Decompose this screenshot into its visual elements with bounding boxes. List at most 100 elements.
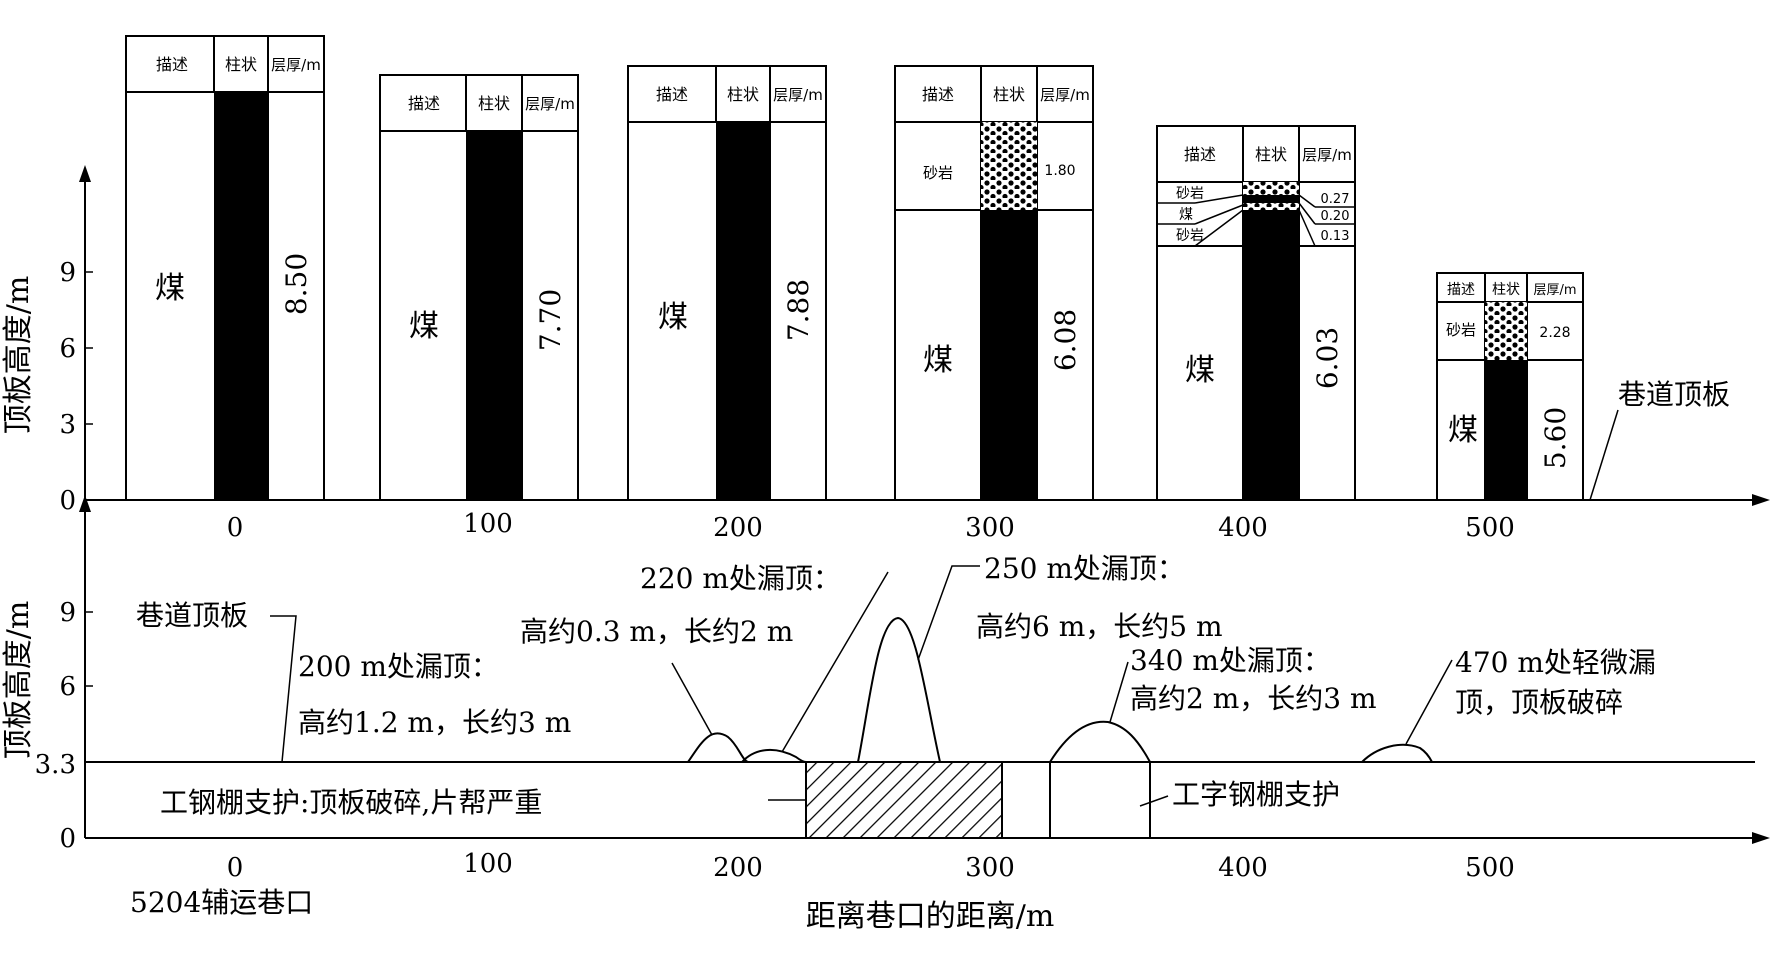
header-desc: 描述 xyxy=(922,85,954,104)
support-right-label: 工字钢棚支护 xyxy=(1172,778,1340,811)
layer-3-thickness: 0.13 xyxy=(1321,229,1350,244)
coal-label: 煤 xyxy=(155,271,185,306)
top-xtick-0: 0 xyxy=(227,513,244,543)
coal-label: 煤 xyxy=(1448,413,1478,448)
bottom-xtick-200: 200 xyxy=(713,853,763,883)
bottom-ytick-0: 0 xyxy=(59,824,76,854)
bottom-xtick-100: 100 xyxy=(463,849,513,879)
coal-label: 煤 xyxy=(1185,353,1215,388)
top-roof-label: 巷道顶板 xyxy=(1618,378,1730,411)
bottom-xtick-0: 0 xyxy=(227,853,244,883)
coal-thickness: 8.50 xyxy=(280,253,313,315)
top-ytick-0: 0 xyxy=(59,486,76,516)
layer-2-thickness: 0.20 xyxy=(1321,209,1350,224)
header-thickness: 层厚/m xyxy=(1040,86,1090,104)
coal-thickness: 7.88 xyxy=(782,279,815,341)
top-y-axis-arrow xyxy=(79,165,91,182)
top-roof-leader xyxy=(1589,409,1619,501)
header-desc: 描述 xyxy=(656,85,688,104)
annotation-340m-detail: 高约2 m，长约3 m xyxy=(1130,682,1377,715)
layer-1-label: 砂岩 xyxy=(1176,186,1204,202)
bottom-roof-leader xyxy=(270,615,297,763)
header-column: 柱状 xyxy=(993,85,1025,104)
annotation-470m-line2: 顶，顶板破碎 xyxy=(1455,686,1623,719)
sandstone-thickness: 1.80 xyxy=(1044,163,1075,179)
bottom-ytick-9: 9 xyxy=(59,598,76,628)
top-ytick-9: 9 xyxy=(59,258,76,288)
coal-label: 煤 xyxy=(658,300,688,335)
annotation-200m-leader xyxy=(671,662,713,736)
coal-label: 煤 xyxy=(923,343,953,378)
column-200m: 描述 柱状 层厚/m 煤 7.88 xyxy=(627,65,827,501)
column-0m: 描述 柱状 层厚/m 煤 8.50 xyxy=(125,35,325,501)
broken-support-zone xyxy=(805,761,1003,839)
header-desc: 描述 xyxy=(156,55,188,74)
column-500m: 描述 柱状 层厚/m 砂岩 2.28 煤 5.60 xyxy=(1436,272,1584,501)
origin-label: 5204辅运巷口 xyxy=(130,886,313,919)
roof-fall-250m xyxy=(857,616,941,763)
coal-label: 煤 xyxy=(409,309,439,344)
coal-thickness: 6.03 xyxy=(1311,327,1344,389)
bottom-y-axis-arrow xyxy=(79,495,91,512)
annotation-340m-leader xyxy=(1109,661,1129,723)
column-100m: 描述 柱状 层厚/m 煤 7.70 xyxy=(379,74,579,501)
sandstone-thickness: 2.28 xyxy=(1539,325,1570,341)
top-y-ticks: 0 3 6 9 xyxy=(59,258,93,516)
bottom-ytick-3-3: 3.3 xyxy=(35,750,76,780)
sandstone-label: 砂岩 xyxy=(923,164,953,182)
roof-fall-220m xyxy=(741,749,807,763)
layer-3-label: 砂岩 xyxy=(1176,228,1204,244)
roof-fall-200m xyxy=(687,732,749,763)
top-x-ticks: 0 100 200 300 400 500 xyxy=(227,509,1515,543)
roof-fall-470m xyxy=(1361,743,1433,763)
header-column: 柱状 xyxy=(1255,145,1287,164)
header-thickness: 层厚/m xyxy=(525,95,575,113)
sandstone-label: 砂岩 xyxy=(1446,321,1476,339)
roof-fall-340m xyxy=(1049,720,1151,763)
annotation-220m-title: 220 m处漏顶： xyxy=(640,562,841,595)
header-column: 柱状 xyxy=(727,85,759,104)
header-column: 柱状 xyxy=(478,94,510,113)
annotation-470m-line1: 470 m处轻微漏 xyxy=(1455,646,1656,679)
top-y-axis-label: 顶板高度/m xyxy=(1,276,36,435)
header-desc: 描述 xyxy=(1184,145,1216,164)
annotation-340m-title: 340 m处漏顶： xyxy=(1130,644,1331,677)
layer-1-thickness: 0.27 xyxy=(1321,192,1350,207)
header-desc: 描述 xyxy=(1447,282,1475,298)
annotation-200m-detail: 高约1.2 m，长约3 m xyxy=(298,706,571,739)
layer-2-label: 煤 xyxy=(1179,207,1193,223)
support-right-leader xyxy=(1139,795,1169,807)
column-300m: 描述 柱状 层厚/m 砂岩 1.80 煤 6.08 xyxy=(894,65,1094,501)
top-xtick-400: 400 xyxy=(1218,513,1268,543)
bottom-x-axis-arrow xyxy=(1752,832,1770,844)
bottom-xtick-300: 300 xyxy=(965,853,1015,883)
header-column: 柱状 xyxy=(225,55,257,74)
header-thickness: 层厚/m xyxy=(773,86,823,104)
top-ytick-6: 6 xyxy=(59,334,76,364)
top-chart: 0 3 6 9 顶板高度/m 0 100 200 300 400 500 描述 … xyxy=(1,35,1770,543)
bottom-xtick-500: 500 xyxy=(1465,853,1515,883)
support-left-label: 工钢棚支护:顶板破碎,片帮严重 xyxy=(160,786,542,819)
annotation-200m-title: 200 m处漏顶： xyxy=(298,650,499,683)
annotation-250m-leader xyxy=(917,565,980,661)
top-xtick-300: 300 xyxy=(965,513,1015,543)
top-xtick-100: 100 xyxy=(463,509,513,539)
top-ytick-3: 3 xyxy=(59,410,76,440)
annotation-250m-title: 250 m处漏顶： xyxy=(984,552,1185,585)
header-thickness: 层厚/m xyxy=(1533,283,1576,298)
header-thickness: 层厚/m xyxy=(271,56,321,74)
bottom-xtick-400: 400 xyxy=(1218,853,1268,883)
top-xtick-200: 200 xyxy=(713,513,763,543)
header-desc: 描述 xyxy=(408,94,440,113)
bottom-y-axis-label: 顶板高度/m xyxy=(1,601,36,760)
coal-thickness: 6.08 xyxy=(1049,309,1082,371)
bottom-ytick-6: 6 xyxy=(59,672,76,702)
bottom-x-axis-label: 距离巷口的距离/m xyxy=(806,899,1055,934)
header-thickness: 层厚/m xyxy=(1302,146,1352,164)
top-xtick-500: 500 xyxy=(1465,513,1515,543)
coal-thickness: 5.60 xyxy=(1539,407,1572,469)
header-column: 柱状 xyxy=(1492,282,1520,298)
annotation-220m-detail: 高约0.3 m，长约2 m xyxy=(520,615,793,648)
top-x-axis-arrow xyxy=(1752,494,1770,506)
